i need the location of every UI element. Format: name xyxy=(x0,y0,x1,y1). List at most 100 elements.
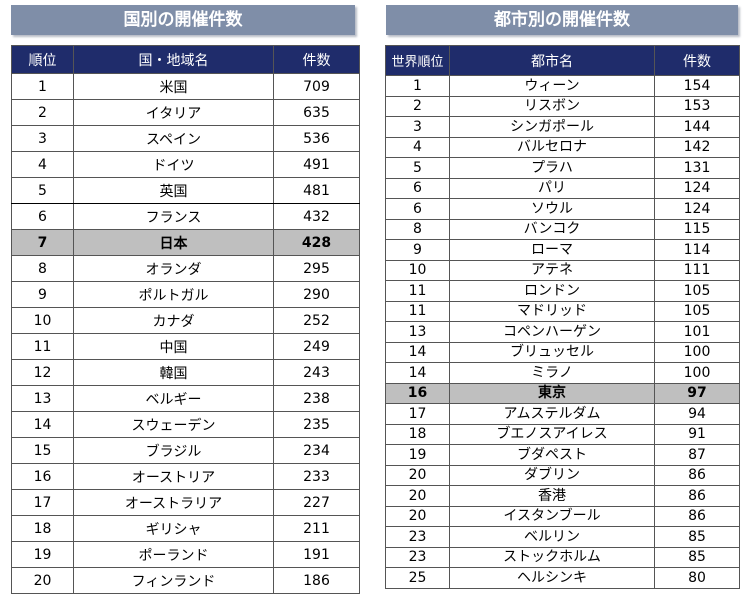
count-cell: 114 xyxy=(654,239,740,261)
table-row: 3 シンガポール 144 xyxy=(385,116,740,138)
count-cell: 105 xyxy=(654,280,740,302)
table-row: 11 中国 249 xyxy=(11,333,360,360)
city-cell: 香港 xyxy=(449,485,655,507)
rank-cell: 16 xyxy=(385,382,450,404)
table-row: 23 ベルリン 85 xyxy=(385,526,740,548)
city-cell: マドリッド xyxy=(449,300,655,322)
table-row: 9 ローマ 114 xyxy=(385,239,740,261)
rank-cell: 7 xyxy=(11,229,74,256)
count-cell: 100 xyxy=(654,341,740,363)
count-cell: 87 xyxy=(654,444,740,466)
table-row: 6 フランス 432 xyxy=(11,203,360,230)
count-cell: 105 xyxy=(654,300,740,322)
header-count: 件数 xyxy=(654,45,740,76)
count-cell: 635 xyxy=(273,99,360,126)
rank-cell: 3 xyxy=(385,116,450,138)
city-table-title: 都市別の開催件数 xyxy=(386,5,738,35)
city-cell: ブエノスアイレス xyxy=(449,423,655,445)
count-cell: 94 xyxy=(654,403,740,425)
rank-cell: 23 xyxy=(385,546,450,568)
city-cell: ロンドン xyxy=(449,280,655,302)
count-cell: 249 xyxy=(273,333,360,360)
header-city: 都市名 xyxy=(449,45,655,76)
header-count: 件数 xyxy=(273,45,360,74)
count-cell: 111 xyxy=(654,259,740,281)
city-cell: ブダペスト xyxy=(449,444,655,466)
country-cell: 韓国 xyxy=(73,359,274,386)
country-cell: カナダ xyxy=(73,307,274,334)
table-row: 14 ミラノ 100 xyxy=(385,362,740,384)
rank-cell: 25 xyxy=(385,567,450,589)
rank-cell: 2 xyxy=(385,95,450,117)
rank-cell: 18 xyxy=(11,515,74,542)
count-cell: 252 xyxy=(273,307,360,334)
count-cell: 80 xyxy=(654,567,740,589)
rank-cell: 9 xyxy=(11,281,74,308)
rank-cell: 11 xyxy=(385,300,450,322)
count-cell: 86 xyxy=(654,485,740,507)
count-cell: 142 xyxy=(654,136,740,158)
count-cell: 243 xyxy=(273,359,360,386)
city-cell: ミラノ xyxy=(449,362,655,384)
city-cell: 東京 xyxy=(449,382,655,404)
rank-cell: 4 xyxy=(11,151,74,178)
table-row: 19 ブダペスト 87 xyxy=(385,444,740,466)
rank-cell: 6 xyxy=(385,198,450,220)
count-cell: 85 xyxy=(654,526,740,548)
table-row: 9 ポルトガル 290 xyxy=(11,281,360,308)
rank-cell: 17 xyxy=(385,403,450,425)
header-rank: 順位 xyxy=(11,45,74,74)
rank-cell: 11 xyxy=(11,333,74,360)
table-row: 2 リスボン 153 xyxy=(385,95,740,117)
city-cell: アテネ xyxy=(449,259,655,281)
city-cell: ソウル xyxy=(449,198,655,220)
city-cell: ローマ xyxy=(449,239,655,261)
count-cell: 295 xyxy=(273,255,360,282)
count-cell: 227 xyxy=(273,489,360,516)
rank-cell: 6 xyxy=(385,177,450,199)
country-cell: フィンランド xyxy=(73,567,274,594)
city-cell: コペンハーゲン xyxy=(449,321,655,343)
city-cell: イスタンブール xyxy=(449,505,655,527)
table-row: 5 英国 481 xyxy=(11,177,360,204)
table-row: 5 プラハ 131 xyxy=(385,157,740,179)
rank-cell: 19 xyxy=(385,444,450,466)
country-cell: ベルギー xyxy=(73,385,274,412)
rank-cell: 11 xyxy=(385,280,450,302)
count-cell: 153 xyxy=(654,95,740,117)
rank-cell: 12 xyxy=(11,359,74,386)
table-row: 1 ウィーン 154 xyxy=(385,75,740,97)
table-row: 8 オランダ 295 xyxy=(11,255,360,282)
count-cell: 481 xyxy=(273,177,360,204)
city-count-table: 世界順位 都市名 件数 1 ウィーン 154 2 リスボン 153 3 シンガポール 144 4 バ… xyxy=(385,45,740,589)
table-row: 15 ブラジル 234 xyxy=(11,437,360,464)
rank-cell: 9 xyxy=(385,239,450,261)
rank-cell: 13 xyxy=(385,321,450,343)
rank-cell: 18 xyxy=(385,423,450,445)
table-header-row: 世界順位 都市名 件数 xyxy=(385,45,740,76)
rank-cell: 4 xyxy=(385,136,450,158)
table-row: 10 アテネ 111 xyxy=(385,259,740,281)
rank-cell: 14 xyxy=(385,341,450,363)
table-row: 16 東京 97 xyxy=(385,382,740,404)
country-cell: オーストラリア xyxy=(73,489,274,516)
rank-cell: 1 xyxy=(385,75,450,97)
table-row: 23 ストックホルム 85 xyxy=(385,546,740,568)
rank-cell: 16 xyxy=(11,463,74,490)
count-cell: 131 xyxy=(654,157,740,179)
table-row: 6 パリ 124 xyxy=(385,177,740,199)
count-cell: 86 xyxy=(654,505,740,527)
city-cell: バンコク xyxy=(449,218,655,240)
rank-cell: 20 xyxy=(385,505,450,527)
count-cell: 290 xyxy=(273,281,360,308)
table-row: 1 米国 709 xyxy=(11,73,360,100)
city-cell: ブリュッセル xyxy=(449,341,655,363)
country-cell: 英国 xyxy=(73,177,274,204)
country-cell: スペイン xyxy=(73,125,274,152)
count-cell: 491 xyxy=(273,151,360,178)
table-row: 11 マドリッド 105 xyxy=(385,300,740,322)
table-row: 4 バルセロナ 142 xyxy=(385,136,740,158)
rank-cell: 14 xyxy=(11,411,74,438)
rank-cell: 20 xyxy=(385,485,450,507)
city-cell: ウィーン xyxy=(449,75,655,97)
